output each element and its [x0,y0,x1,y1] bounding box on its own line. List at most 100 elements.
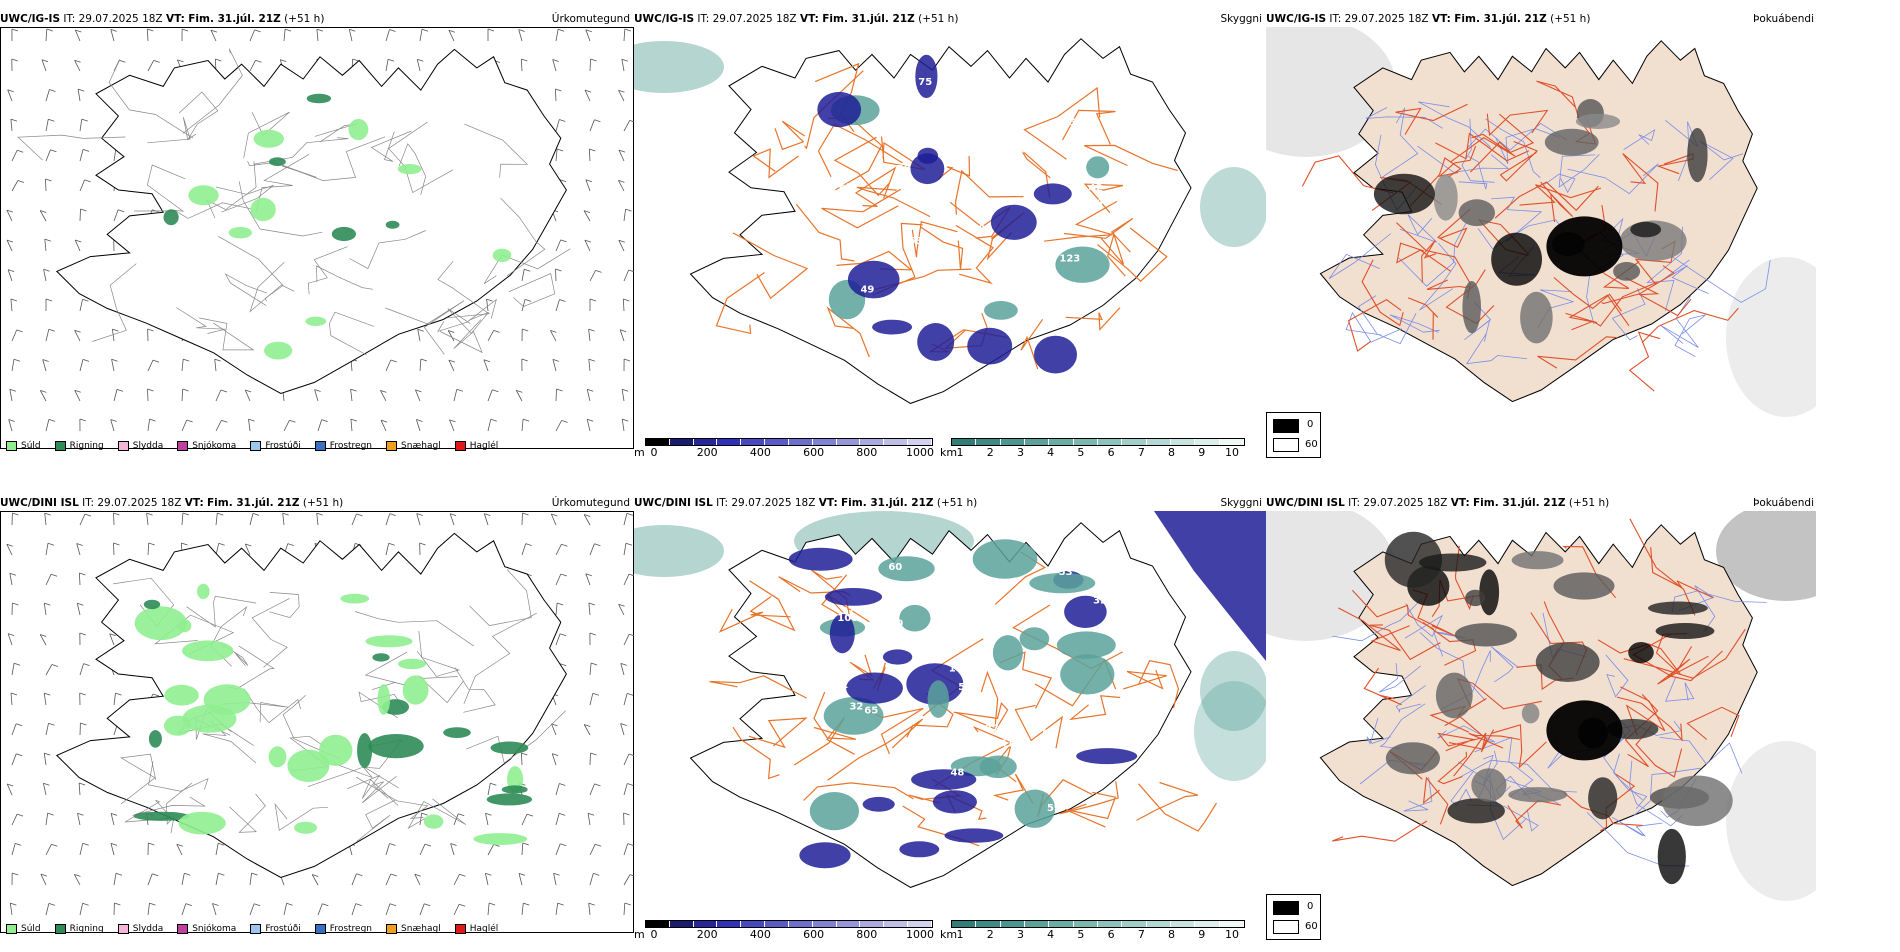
panel-header: UWC/DINI ISL IT: 29.07.2025 18Z VT: Fim.… [634,495,1266,511]
colorbar-tick: 10 [1225,928,1239,941]
precip-map[interactable] [0,27,634,449]
visibility-label: 60 [888,562,902,573]
colorbar-cell [884,921,908,927]
colorbar-tick: 1000 [906,446,934,459]
visibility-label: 105 [1076,285,1097,296]
visibility-label: 32 [1093,596,1107,607]
colorbar-cell [1098,921,1122,927]
legend-swatch [6,441,17,451]
colorbar-cell [1147,439,1171,445]
visibility-label: 43 [1097,197,1111,208]
legend-swatch [455,441,466,451]
legend-swatch [177,441,188,451]
colorbar-cell [976,921,1000,927]
panel-header: UWC/DINI ISL IT: 29.07.2025 18Z VT: Fim.… [1266,495,1900,511]
vt-value: Fim. 31.júl. 21Z [841,497,934,509]
iceland-coastline [1320,525,1757,886]
vt-value: Fim. 31.júl. 21Z [207,497,300,509]
visibility-label: 65 [864,705,878,716]
precip-map[interactable] [0,511,634,933]
panel-title: Þokuábendi [1753,495,1814,511]
visibility-label: 59 [1072,843,1086,854]
model-name: UWC/IG-IS [1266,13,1326,25]
colorbar-cell [765,921,789,927]
lead-time: (+51 h) [284,13,324,25]
legend-swatch [118,441,129,451]
colorbar-tick: 7 [1138,446,1145,459]
legend-label: Frostregn [330,441,372,451]
visibility-label: 32 [849,701,863,712]
lead-time: (+51 h) [1569,497,1609,509]
colorbar-cell [1171,921,1195,927]
visibility-label: 140 [1021,75,1042,86]
colorbar-strip [951,438,1245,446]
legend-label: Frostúði [265,924,300,934]
visibility-label: 58 [1042,729,1056,740]
visibility-label: 53 [909,236,923,247]
colorbar-cell [884,439,908,445]
colorbar-unit: m [634,928,645,941]
precip-panel-row1: UWC/IG-IS IT: 29.07.2025 18Z VT: Fim. 31… [0,11,634,467]
legend-label: Frostúði [265,441,300,451]
visibility-label: 37 [985,724,999,735]
legend-swatch [55,924,66,934]
legend-item: Haglél [455,924,499,934]
colorbar-cell [1195,921,1219,927]
legend-swatch [118,924,129,934]
colorbar-cell [1220,921,1244,927]
legend-swatch [250,924,261,934]
colorbar-tick: 1 [957,928,964,941]
colorbar-tick: 200 [697,446,718,459]
fog-legend-low-label: 60 [1305,439,1318,450]
visibility-panel-row1: UWC/IG-IS IT: 29.07.2025 18Z VT: Fim. 31… [634,11,1266,467]
colorbar-tick: 5 [1077,928,1084,941]
visibility-label: 49 [936,212,950,223]
colorbar-tick: 4 [1047,446,1054,459]
colorbar-cell [860,439,884,445]
legend-item: Snjókoma [177,924,236,934]
legend-swatch [386,924,397,934]
legend-label: Snjókoma [192,924,236,934]
model-name: UWC/IG-IS [0,13,60,25]
iceland-coastline [1320,41,1757,402]
visibility-label: 48 [950,767,964,778]
visibility-label: 160 [882,618,903,629]
legend-item: Rigning [55,441,104,451]
panel-header: UWC/IG-IS IT: 29.07.2025 18Z VT: Fim. 31… [634,11,1266,27]
fog-map[interactable] [1266,27,1816,427]
colorbar-strip [951,920,1245,928]
colorbar-tick: 2 [987,928,994,941]
colorbar-tick: 5 [1077,446,1084,459]
panel-header: UWC/IG-IS IT: 29.07.2025 18Z VT: Fim. 31… [0,11,634,27]
lead-time: (+51 h) [1550,13,1590,25]
panel-title: Skyggni [1221,495,1263,511]
colorbar-cell [1074,439,1098,445]
colorbar-cell [908,439,932,445]
colorbar-cell [813,921,837,927]
model-name: UWC/DINI ISL [634,497,713,509]
colorbar-tick: 6 [1108,928,1115,941]
colorbar-cell [741,921,765,927]
legend-label: Snjókoma [192,441,236,451]
panel-title: Úrkomutegund [552,11,630,27]
it-label: IT: [716,497,728,509]
colorbar-tick: 400 [750,446,771,459]
visibility-label: 46 [1013,145,1027,156]
colorbar-tick: 400 [750,928,771,941]
colorbar-cell [694,921,718,927]
fog-map[interactable] [1266,511,1816,911]
visibility-label: 52 [890,772,904,783]
legend-label: Snæhagl [401,441,441,451]
legend-swatch [177,924,188,934]
panel-title: Skyggni [1221,11,1263,27]
colorbar-tick: 10 [1225,446,1239,459]
visibility-label: 52 [919,283,933,294]
colorbar-cell [976,439,1000,445]
legend-label: Rigning [70,924,104,934]
fog-legend-low-swatch [1273,438,1299,452]
colorbar-tick: 9 [1198,928,1205,941]
